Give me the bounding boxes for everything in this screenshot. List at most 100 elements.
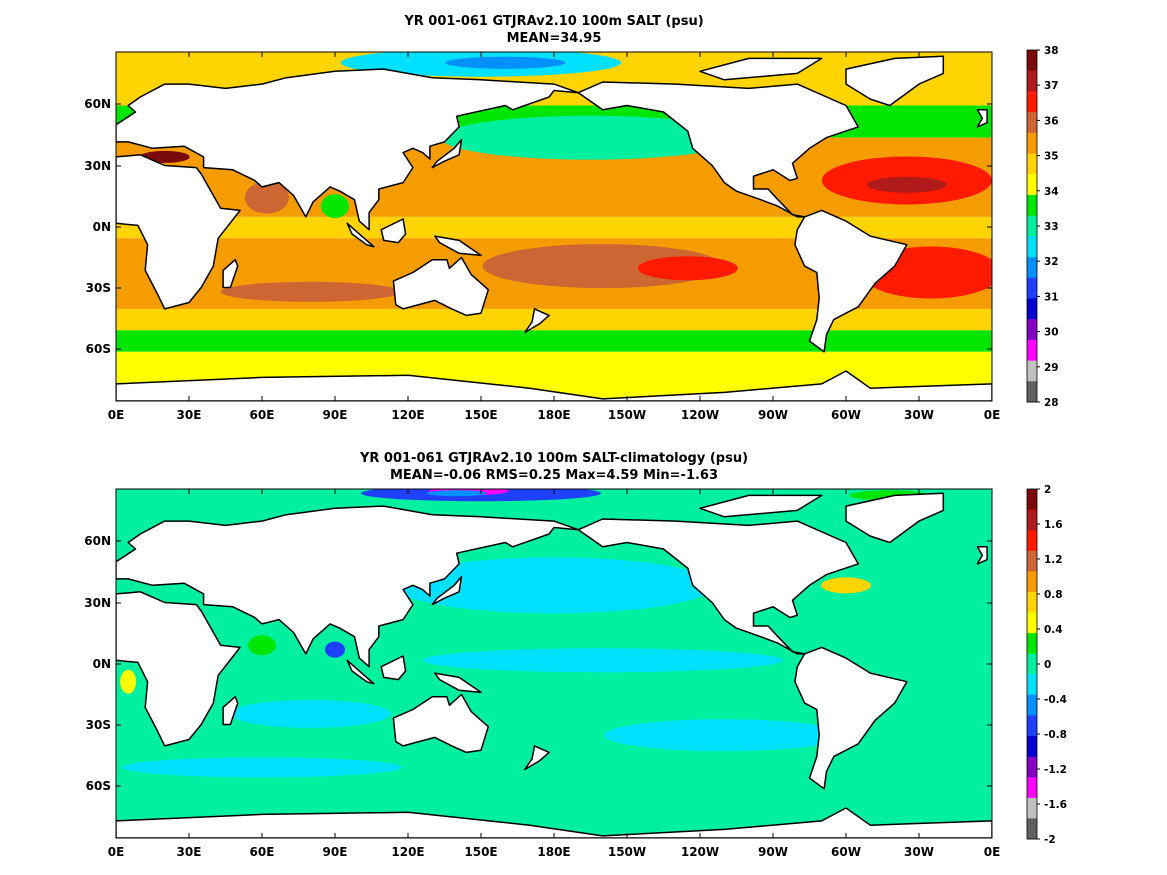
land-masses xyxy=(116,492,992,838)
lat-tick-label: 30N xyxy=(84,596,111,610)
colorbar-segment xyxy=(1027,257,1037,279)
colorbar-label: 36 xyxy=(1044,115,1059,127)
lon-tick-label: 30W xyxy=(904,408,934,422)
lat-tick-label: 0N xyxy=(93,220,111,234)
land-masses xyxy=(116,55,992,401)
colorbar-label: 0.8 xyxy=(1044,589,1063,601)
colorbar-segment xyxy=(1027,91,1037,113)
colorbar-segment xyxy=(1027,571,1037,593)
lon-tick-label: 60W xyxy=(831,408,861,422)
colorbar-segment xyxy=(1027,736,1037,758)
lon-tick-label: 120E xyxy=(391,845,424,859)
colorbar-segment xyxy=(1027,236,1037,258)
lon-tick-label: 90E xyxy=(323,845,348,859)
lon-tick-label: 120E xyxy=(391,408,424,422)
colorbar-segment xyxy=(1027,339,1037,362)
colorbar-segment xyxy=(1027,694,1037,716)
colorbar-segment xyxy=(1027,50,1037,72)
lon-tick-label: 60E xyxy=(250,845,275,859)
colorbar-segment xyxy=(1027,174,1037,196)
colorbar-label: 1.2 xyxy=(1044,554,1063,566)
lon-tick-label: 90W xyxy=(758,845,788,859)
lon-tick-label: 150W xyxy=(608,845,646,859)
lon-tick-label: 120W xyxy=(681,845,719,859)
lon-tick-label: 90W xyxy=(758,408,788,422)
lat-tick-label: 30S xyxy=(86,718,111,732)
colorbar-segment xyxy=(1027,194,1037,217)
lon-tick-label: 150W xyxy=(608,408,646,422)
colorbar-label: 0.4 xyxy=(1044,624,1063,636)
colorbar-label: 38 xyxy=(1044,45,1059,57)
colorbar-label: 2 xyxy=(1044,484,1051,496)
ocean-field xyxy=(116,489,992,838)
map-title-1: YR 001-061 GTJRAv2.10 100m SALT (psu) ME… xyxy=(116,13,992,47)
lon-tick-label: 30E xyxy=(177,845,202,859)
colorbar-label: -0.4 xyxy=(1044,694,1067,706)
colorbar-segment xyxy=(1027,277,1037,299)
colorbar: 2 1.6 1.2 0.8 0.4 0 -0.4 -0.8 -1.2 -1.6 -2 xyxy=(1026,484,1067,846)
colorbar: 38 37 36 35 34 33 32 31 30 29 28 xyxy=(1026,45,1059,409)
lon-tick-label: 150E xyxy=(464,408,497,422)
colorbar-segment xyxy=(1027,633,1037,655)
colorbar-label: 29 xyxy=(1044,362,1059,374)
lat-tick-label: 30S xyxy=(86,281,111,295)
map-panel-2: 0E 30E 60E 90E 120E 150E 180E 150W 120W 90W 60W 30W… xyxy=(84,484,1067,859)
colorbar-label: 28 xyxy=(1044,397,1059,409)
colorbar-label: 31 xyxy=(1044,291,1059,303)
colorbar-label: 34 xyxy=(1044,186,1059,198)
lat-tick-label: 60S xyxy=(86,779,111,793)
colorbar-segment xyxy=(1027,360,1037,382)
lon-tick-label: 30E xyxy=(177,408,202,422)
map-panel-1: 0E 30E 60E 90E 120E 150E 180E 150W 120W 90W 60W 30W… xyxy=(84,45,1058,422)
lat-tick-label: 60S xyxy=(86,342,111,356)
lon-tick-label: 0E xyxy=(984,845,1001,859)
colorbar-segment xyxy=(1027,674,1037,696)
lon-tick-label: 90E xyxy=(323,408,348,422)
colorbar-segment xyxy=(1027,715,1037,737)
lon-tick-label: 60W xyxy=(831,845,861,859)
colorbar-segment xyxy=(1027,550,1037,572)
colorbar-segment xyxy=(1027,112,1037,134)
map-title-2-line1: YR 001-061 GTJRAv2.10 100m SALT-climatol… xyxy=(359,451,749,466)
colorbar-segment xyxy=(1027,153,1037,175)
lon-tick-label: 180E xyxy=(537,408,570,422)
lat-tick-label: 0N xyxy=(93,657,111,671)
lon-tick-label: 60E xyxy=(250,408,275,422)
map-title-1-line2: MEAN=34.95 xyxy=(506,31,602,46)
colorbar-segment xyxy=(1027,489,1037,511)
colorbar-label: -2 xyxy=(1044,834,1056,846)
colorbar-segment xyxy=(1027,132,1037,155)
colorbar-label: 37 xyxy=(1044,80,1059,92)
lon-tick-label: 120W xyxy=(681,408,719,422)
colorbar-segment xyxy=(1027,381,1037,403)
colorbar-segment xyxy=(1027,298,1037,320)
lon-tick-label: 30W xyxy=(904,845,934,859)
colorbar-segment xyxy=(1027,756,1037,778)
colorbar-label: -1.6 xyxy=(1044,799,1067,811)
colorbar-label: -0.8 xyxy=(1044,729,1067,741)
colorbar-label: -1.2 xyxy=(1044,764,1067,776)
lat-tick-label: 30N xyxy=(84,159,111,173)
lon-tick-label: 0E xyxy=(108,408,125,422)
colorbar-label: 1.6 xyxy=(1044,519,1063,531)
map-title-2-line2: MEAN=-0.06 RMS=0.25 Max=4.59 Min=-1.63 xyxy=(389,468,719,483)
lat-tick-label: 60N xyxy=(84,97,111,111)
colorbar-segment xyxy=(1027,591,1037,614)
colorbar-segment xyxy=(1027,70,1037,92)
colorbar-segment xyxy=(1027,818,1037,840)
lat-tick-label: 60N xyxy=(84,534,111,548)
lon-tick-label: 180E xyxy=(537,845,570,859)
colorbar-segment xyxy=(1027,797,1037,819)
map-title-1-line1: YR 001-061 GTJRAv2.10 100m SALT (psu) xyxy=(404,14,704,29)
lon-tick-label: 0E xyxy=(108,845,125,859)
map-title-2: YR 001-061 GTJRAv2.10 100m SALT-climatol… xyxy=(116,450,992,484)
colorbar-segment xyxy=(1027,215,1037,237)
ocean-field xyxy=(116,52,992,401)
colorbar-segment xyxy=(1027,612,1037,634)
colorbar-label: 30 xyxy=(1044,327,1059,339)
colorbar-segment xyxy=(1027,530,1037,552)
colorbar-label: 35 xyxy=(1044,151,1059,163)
colorbar-label: 0 xyxy=(1044,659,1051,671)
colorbar-label: 32 xyxy=(1044,256,1059,268)
